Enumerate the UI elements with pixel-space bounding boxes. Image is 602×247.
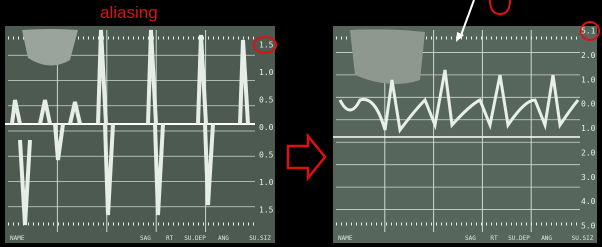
footer-label: SU.DEP <box>184 235 206 242</box>
footer-label: NAME <box>10 235 25 242</box>
footer-label: SAG <box>465 235 476 242</box>
footer-label: ANG <box>541 235 552 242</box>
scale-label: 1.0 <box>581 124 596 133</box>
scale-label: 1.5 <box>259 41 274 50</box>
scale-label: 0.0 <box>259 123 274 132</box>
footer-label: RT <box>166 235 174 242</box>
scale-label: 4.0 <box>581 197 596 206</box>
scale-label: 1.0 <box>581 75 596 84</box>
scale-label: 1.5 <box>259 206 274 215</box>
scale-label: 3.0 <box>581 173 596 182</box>
screenshot: aliasing 1.5 1.0 0.5 0.0 0.5 1.0 1.5 NAME SAG RT S… <box>0 0 602 247</box>
scale-label: 2.0 <box>581 51 596 60</box>
footer-label: RT <box>490 235 498 242</box>
footer-label: SU.SIZ <box>249 235 271 242</box>
footer-label: ANG <box>218 235 229 242</box>
footer-label: NAME <box>338 235 353 242</box>
scale-label: 0.5 <box>259 96 274 105</box>
right-inset-image <box>350 29 425 84</box>
footer-label: SU.DEP <box>508 235 530 242</box>
scale-label: 0.5 <box>259 151 274 160</box>
scale-label: 5.0 <box>581 222 596 231</box>
scale-label: 0.0 <box>581 100 596 109</box>
annotation: aliasing <box>100 3 158 22</box>
scale-label: 5.1 <box>581 27 596 36</box>
scale-label: 1.0 <box>259 178 274 187</box>
scale-label: 1.0 <box>259 68 274 77</box>
footer-label: SAG <box>140 235 151 242</box>
footer-label: SU.SIZ <box>572 235 594 242</box>
scale-label: 2.0 <box>581 148 596 157</box>
